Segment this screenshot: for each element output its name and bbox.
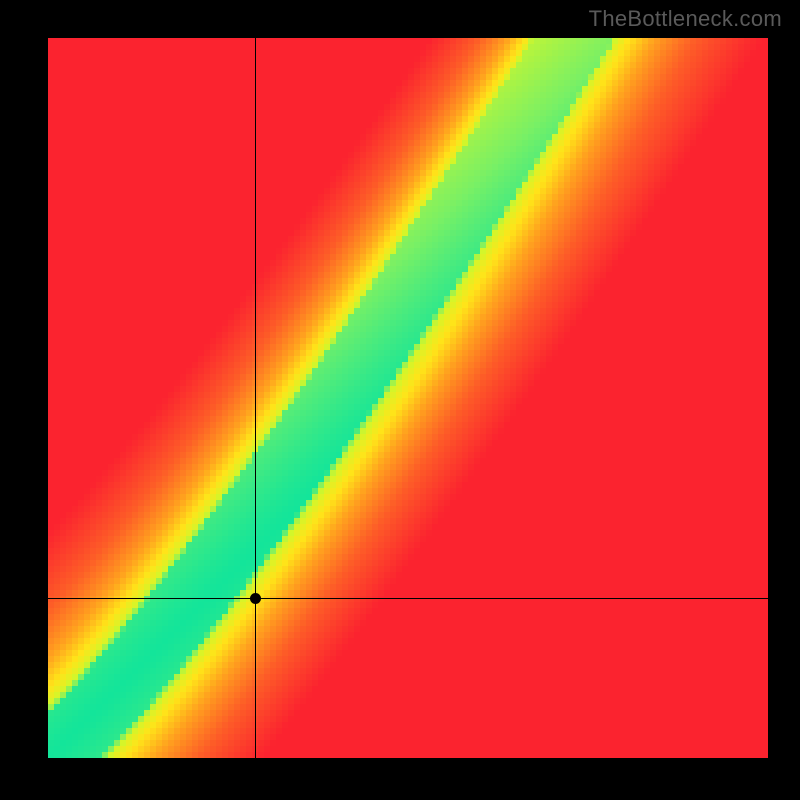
crosshair-vertical <box>255 38 256 758</box>
crosshair-horizontal <box>48 598 768 599</box>
attribution-text: TheBottleneck.com <box>589 6 782 32</box>
crosshair-marker <box>250 593 261 604</box>
heatmap-plot <box>48 38 768 758</box>
